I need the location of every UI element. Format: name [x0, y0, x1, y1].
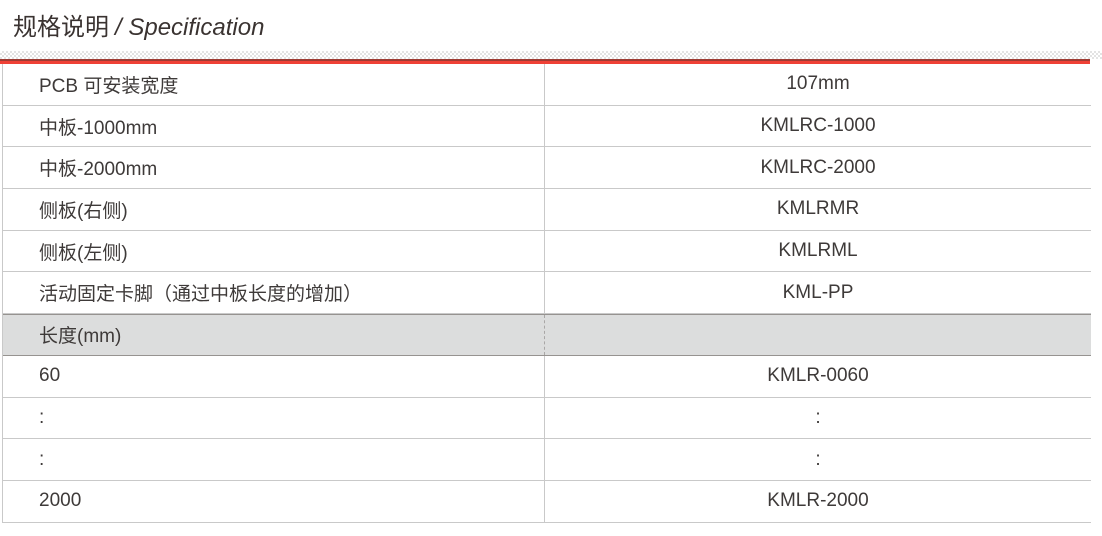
spec-value-cell: KMLRMR — [544, 189, 1091, 230]
spec-value-cell: KML-PP — [544, 272, 1091, 314]
page-title-en: / Specification — [115, 14, 265, 41]
spec-value-cell: 107mm — [544, 64, 1091, 105]
spec-label-cell: 2000 — [39, 490, 82, 512]
spec-value-cell: : — [544, 439, 1091, 480]
table-row: : : — [3, 397, 1091, 440]
spec-label-cell: 长度(mm) — [39, 326, 122, 348]
spec-label-cell: 活动固定卡脚（通过中板长度的增加） — [39, 284, 363, 306]
table-row: : : — [3, 439, 1091, 481]
spec-label-cell: 侧板(左侧) — [39, 242, 128, 264]
spec-label-cell: 侧板(右侧) — [39, 200, 128, 222]
table-row: 侧板(左侧) KMLRML — [3, 230, 1091, 273]
table-row: 活动固定卡脚（通过中板长度的增加） KML-PP — [3, 272, 1091, 315]
spec-value-cell — [544, 315, 1091, 355]
table-row: 侧板(右侧) KMLRMR — [3, 189, 1091, 231]
spec-label-cell: 60 — [39, 365, 61, 387]
spec-label-cell: : — [39, 448, 45, 470]
spec-value-cell: KMLR-0060 — [544, 355, 1091, 397]
page-title-zh: 规格说明 — [13, 14, 109, 41]
spec-label-cell: PCB 可安装宽度 — [39, 75, 179, 97]
red-accent-line — [0, 61, 1090, 64]
spec-value-cell: KMLR-2000 — [544, 480, 1091, 522]
table-row: 长度(mm) — [3, 314, 1091, 356]
spec-value-cell: KMLRML — [544, 230, 1091, 272]
table-row: 中板-2000mm KMLRC-2000 — [3, 147, 1091, 190]
spec-label-cell: : — [39, 406, 45, 428]
spec-label-cell: 中板-1000mm — [39, 117, 158, 139]
table-row: PCB 可安装宽度 107mm — [3, 64, 1091, 106]
spec-label-cell: 中板-2000mm — [39, 159, 158, 181]
dark-red-line — [0, 59, 1090, 61]
table-row: 中板-1000mm KMLRC-1000 — [3, 105, 1091, 148]
table-row: 2000 KMLR-2000 — [3, 480, 1091, 523]
title-rule — [0, 51, 1102, 64]
halftone-band — [0, 51, 1102, 59]
spec-value-cell: : — [544, 397, 1091, 439]
spec-value-cell: KMLRC-1000 — [544, 105, 1091, 147]
spec-value-cell: KMLRC-2000 — [544, 147, 1091, 189]
page-title: 规格说明 / Specification — [13, 11, 264, 45]
specification-table: PCB 可安装宽度 107mm 中板-1000mm KMLRC-1000 中板-… — [2, 64, 1091, 523]
table-row: 60 KMLR-0060 — [3, 355, 1091, 398]
